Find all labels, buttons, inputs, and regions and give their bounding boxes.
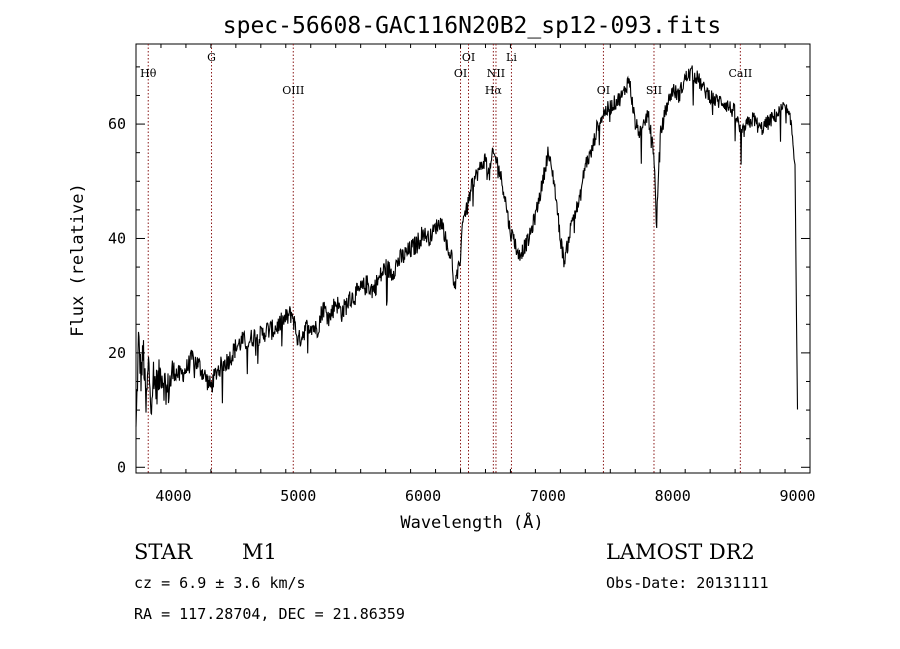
object-subclass: M1 bbox=[242, 540, 277, 564]
x-axis-label: Wavelength (Å) bbox=[400, 511, 543, 533]
observation-date: Obs-Date: 20131111 bbox=[606, 574, 769, 592]
ra-dec: RA = 117.28704, DEC = 21.86359 bbox=[134, 605, 405, 623]
spectral-line-label: Hα bbox=[485, 84, 503, 97]
spectral-line-label: OI bbox=[597, 84, 610, 97]
axis-ticks: 4000 5000 6000 7000 8000 9000 0 20 40 60 bbox=[108, 44, 816, 505]
y-axis-label: Flux (relative) bbox=[68, 183, 88, 337]
chart-title: spec-56608-GAC116N20B2_sp12-093.fits bbox=[223, 13, 722, 39]
info-panel: STAR M1 cz = 6.9 ± 3.6 km/s RA = 117.287… bbox=[134, 540, 769, 623]
y-tick-label: 20 bbox=[108, 344, 126, 362]
object-class: STAR bbox=[134, 540, 193, 564]
spectral-line-label: OI bbox=[454, 67, 467, 80]
x-tick-label: 8000 bbox=[655, 487, 691, 505]
x-tick-label: 6000 bbox=[405, 487, 441, 505]
spectral-line-label: NII bbox=[487, 67, 505, 80]
spectral-line-label: OI bbox=[462, 51, 475, 64]
spectral-line-label: G bbox=[207, 51, 216, 64]
y-tick-label: 40 bbox=[108, 229, 126, 247]
x-tick-label: 5000 bbox=[280, 487, 316, 505]
x-tick-label: 7000 bbox=[530, 487, 566, 505]
spectral-line-label: CaII bbox=[729, 67, 753, 80]
spectrum-line bbox=[135, 65, 799, 427]
spectral-line-label: SII bbox=[646, 84, 662, 97]
plot-frame bbox=[135, 43, 811, 474]
redshift-velocity: cz = 6.9 ± 3.6 km/s bbox=[134, 574, 306, 592]
y-tick-label: 0 bbox=[117, 458, 126, 476]
y-tick-label: 60 bbox=[108, 115, 126, 133]
spectral-line-label: Li bbox=[506, 51, 517, 64]
x-tick-label: 4000 bbox=[155, 487, 191, 505]
spectral-line-label: Hθ bbox=[140, 67, 157, 80]
survey-name: LAMOST DR2 bbox=[606, 540, 755, 564]
x-tick-label: 9000 bbox=[779, 487, 815, 505]
spectral-line-label: OIII bbox=[282, 84, 304, 97]
